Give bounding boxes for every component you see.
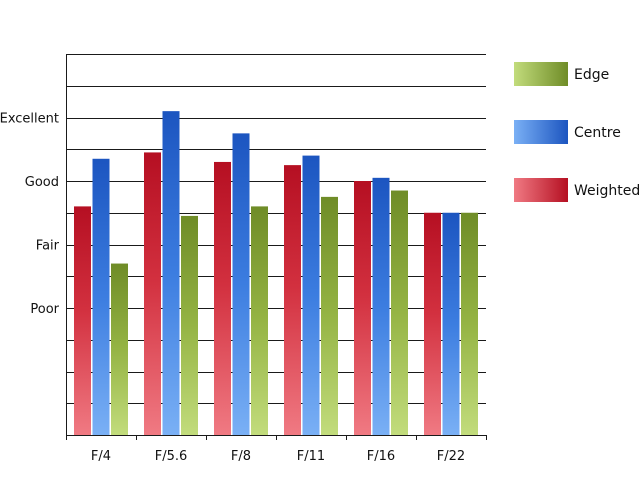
y-tick-label: Good — [25, 175, 59, 190]
y-tick-label: Fair — [36, 239, 60, 254]
y-tick-label: Poor — [30, 302, 59, 317]
legend-swatch-weighted — [514, 178, 568, 202]
legend-label-edge: Edge — [574, 67, 609, 83]
x-tick-label: F/4 — [91, 449, 111, 464]
bar-edge-2 — [251, 206, 268, 435]
bar-weighted-4 — [354, 181, 371, 435]
bar-edge-4 — [391, 190, 408, 435]
bar-edge-3 — [321, 196, 338, 435]
bar-weighted-3 — [284, 165, 301, 435]
legend-swatch-centre — [514, 120, 568, 144]
bar-centre-5 — [442, 212, 460, 435]
bar-weighted-5 — [424, 212, 441, 435]
bar-weighted-2 — [214, 161, 231, 435]
bars — [74, 111, 478, 436]
bar-weighted-0 — [74, 206, 91, 435]
y-tick-label: Excellent — [0, 112, 59, 127]
x-tick-labels: F/4 F/5.6 F/8 F/11 F/16 F/22 — [91, 449, 465, 464]
bar-edge-0 — [111, 263, 128, 435]
bar-centre-2 — [232, 133, 250, 435]
x-tick-label: F/5.6 — [155, 449, 188, 464]
legend-label-centre: Centre — [574, 125, 621, 141]
x-tick-label: F/16 — [367, 449, 395, 464]
bar-centre-3 — [302, 155, 320, 435]
bar-weighted-1 — [144, 152, 161, 436]
bar-centre-0 — [92, 158, 110, 435]
axes — [66, 54, 487, 440]
legend-swatch-edge — [514, 62, 568, 86]
bar-edge-5 — [461, 212, 478, 435]
legend: Edge Centre Weighted — [514, 62, 640, 202]
grid-lines — [66, 54, 486, 404]
y-tick-labels: Poor Fair Good Excellent — [0, 112, 60, 318]
x-tick-label: F/8 — [231, 449, 251, 464]
bar-edge-1 — [181, 215, 198, 435]
bar-centre-1 — [162, 111, 180, 436]
x-tick-label: F/11 — [297, 449, 325, 464]
bar-centre-4 — [372, 177, 390, 435]
x-tick-label: F/22 — [437, 449, 465, 464]
legend-label-weighted: Weighted — [574, 183, 640, 199]
